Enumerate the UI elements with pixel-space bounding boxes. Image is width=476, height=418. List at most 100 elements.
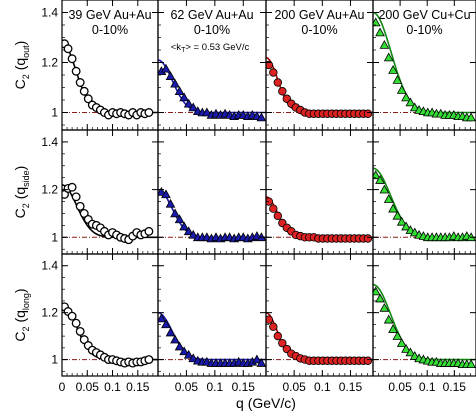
label-main: C	[12, 331, 28, 341]
kt-rest: > = 0.53 GeV/c	[185, 42, 249, 53]
label-sub: 2	[21, 74, 31, 79]
label-sub: long	[21, 293, 31, 310]
data-point	[165, 198, 176, 208]
data-point	[266, 60, 274, 70]
data-point	[396, 84, 407, 94]
data-point	[401, 343, 411, 353]
data-point	[383, 314, 394, 324]
panel-r1-c2	[265, 129, 374, 255]
data-point	[158, 313, 167, 323]
data-point	[188, 102, 199, 112]
panel-frame	[157, 253, 267, 377]
data-point	[379, 39, 390, 49]
data-point	[75, 326, 85, 336]
y-tick-label: 1.4	[41, 6, 58, 20]
data-point	[170, 208, 180, 218]
data-point	[273, 331, 283, 341]
data-point	[375, 293, 385, 303]
data-point	[183, 226, 194, 236]
label-sub: side	[21, 170, 31, 187]
panel-r1-c3	[372, 129, 476, 255]
row-axis-label: C2 (qside)	[12, 166, 31, 219]
label-mid: (q	[12, 310, 28, 326]
y-tick-label: 1.2	[41, 183, 58, 197]
data-point	[383, 194, 394, 203]
x-tick-label: 0.1	[314, 380, 331, 394]
data-point	[165, 71, 176, 81]
column-title: 200 GeV Au+Au	[274, 8, 364, 22]
data-point	[273, 211, 283, 221]
data-point	[183, 98, 194, 108]
data-markers	[373, 170, 476, 242]
data-point	[266, 315, 274, 324]
label-mid: (q	[12, 187, 28, 203]
y-tick-label: 1.2	[41, 306, 58, 320]
panel-r2-c3	[372, 253, 476, 377]
data-markers	[373, 286, 476, 369]
data-point	[67, 182, 77, 192]
column-centrality: 0-10%	[92, 23, 128, 37]
data-point	[466, 359, 476, 369]
column-title: 200 GeV Cu+Cu	[378, 8, 470, 22]
data-point	[179, 346, 190, 356]
data-point	[144, 108, 154, 117]
data-point	[379, 184, 390, 194]
x-tick-label: 0.1	[206, 380, 223, 394]
y-tick-label: 1.4	[41, 259, 58, 273]
data-point	[188, 353, 199, 363]
data-point	[202, 107, 212, 117]
x-tick-label: 0.05	[388, 380, 412, 394]
data-point	[396, 338, 407, 347]
data-point	[144, 355, 154, 365]
column-title: 62 GeV Au+Au	[170, 8, 253, 22]
x-tick-label: 0	[59, 380, 66, 394]
data-point	[392, 331, 403, 340]
x-tick-label: 0.15	[339, 380, 363, 394]
data-markers	[158, 63, 266, 122]
data-point	[266, 197, 274, 206]
data-point	[79, 335, 89, 345]
x-tick-label: 0.05	[76, 380, 100, 394]
data-markers	[62, 39, 154, 120]
data-point	[170, 334, 180, 344]
data-point	[388, 324, 398, 333]
data-point	[165, 327, 176, 337]
data-point	[67, 311, 77, 321]
panel-r2-c0	[61, 253, 159, 377]
axis-labels: q (GeV/c) 39 GeV Au+Au0-10%62 GeV Au+Au0…	[12, 6, 471, 412]
data-point	[256, 358, 266, 367]
data-point	[405, 347, 416, 357]
data-point	[174, 341, 185, 351]
data-point	[179, 221, 190, 231]
x-tick-label: 0.15	[126, 380, 150, 394]
data-point	[375, 175, 385, 184]
data-point	[278, 87, 287, 96]
label-sub: 2	[21, 326, 31, 331]
data-point	[161, 63, 171, 73]
column-title: 39 GeV Au+Au	[68, 8, 151, 22]
x-tick-label: 0.15	[232, 380, 256, 394]
data-point	[269, 68, 278, 77]
data-markers	[62, 302, 154, 368]
data-point	[161, 189, 171, 199]
y-tick-label: 1	[51, 230, 58, 244]
data-markers	[266, 197, 373, 243]
data-point	[363, 109, 373, 118]
y-tick-label: 1	[51, 353, 58, 367]
data-markers	[158, 313, 266, 367]
panel-grid	[61, 0, 476, 377]
data-point	[256, 112, 266, 122]
data-point	[401, 92, 411, 102]
data-point	[179, 92, 190, 102]
x-axis-title: q (GeV/c)	[236, 395, 296, 411]
kt-annotation: <kT> = 0.53 GeV/c	[171, 42, 250, 54]
column-centrality: 0-10%	[406, 23, 442, 37]
data-point	[388, 64, 398, 74]
label-main: C	[12, 79, 28, 89]
data-point	[174, 86, 185, 96]
panel-r0-c3	[372, 0, 476, 131]
fit-curve	[266, 196, 373, 239]
x-tick-label: 0.05	[175, 380, 199, 394]
data-markers	[266, 60, 373, 118]
